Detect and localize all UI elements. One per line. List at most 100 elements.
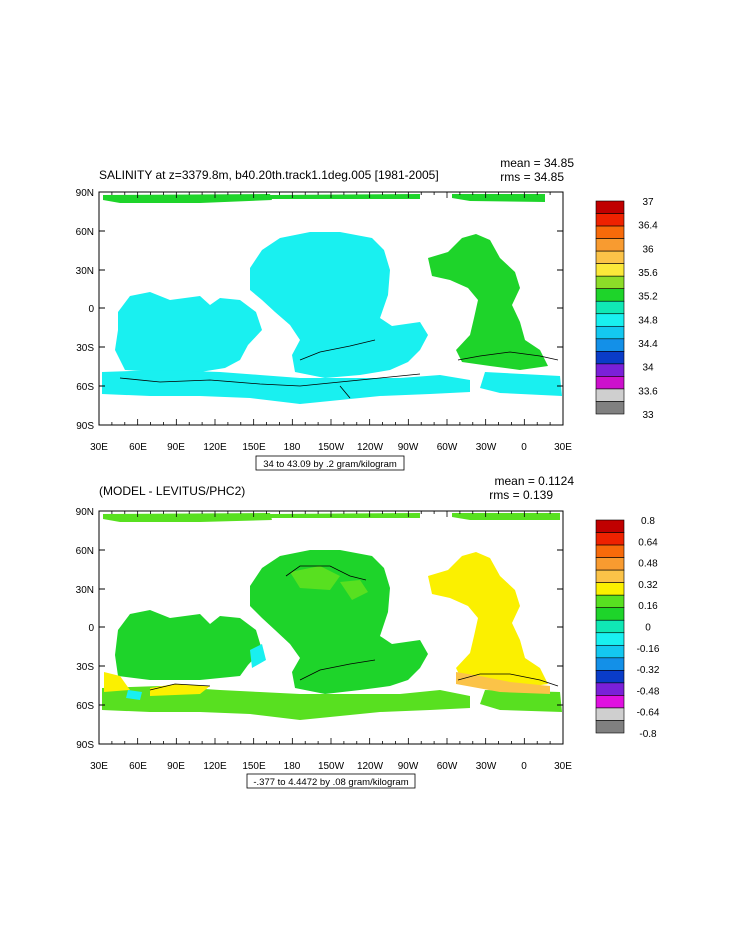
colorbar-swatch xyxy=(595,288,625,302)
colorbar-swatch xyxy=(595,519,625,533)
lon-label: 30W xyxy=(476,761,497,772)
colorbar-label: 34 xyxy=(642,363,654,374)
colorbar-label: 36 xyxy=(642,244,654,255)
colorbar-label: 0.48 xyxy=(638,559,658,570)
colorbar-label: 0.32 xyxy=(638,580,658,591)
colorbar-label: 35.6 xyxy=(638,268,658,279)
lon-axis: 30E 60E 90E 120E 150E 180 150W 120W 90W … xyxy=(90,192,572,453)
colorbar-swatch xyxy=(595,532,625,546)
colorbar-swatch xyxy=(595,200,625,214)
rms-stat: rms = 34.85 xyxy=(500,170,564,184)
lon-label: 90W xyxy=(398,442,419,453)
lat-label: 60S xyxy=(76,382,94,393)
lon-label: 90E xyxy=(167,761,185,772)
colorbar-label: 0.8 xyxy=(641,516,655,527)
colorbar-swatch xyxy=(595,670,625,684)
colorbar-swatch xyxy=(595,325,625,340)
colorbar-swatch xyxy=(595,263,625,277)
colorbar-label: 34.8 xyxy=(638,315,658,326)
colorbar-swatch xyxy=(595,225,625,239)
lon-label: 60E xyxy=(129,761,147,772)
lon-label: 0 xyxy=(521,761,527,772)
lat-label: 60S xyxy=(76,701,94,712)
ocean-field-atlantic xyxy=(428,234,548,370)
colorbar-swatch xyxy=(595,388,625,402)
lat-label: 30N xyxy=(76,585,94,596)
ocean-field-pacific xyxy=(250,232,428,378)
colorbar-swatch xyxy=(595,363,625,377)
lon-label: 60W xyxy=(437,442,458,453)
colorbar-label: 33 xyxy=(642,410,654,421)
lon-label: 120E xyxy=(203,442,227,453)
lon-label: 30E xyxy=(554,442,572,453)
lon-label: 120E xyxy=(203,761,227,772)
lon-label: 60W xyxy=(437,761,458,772)
colorbar-swatch xyxy=(595,632,625,646)
map-plot xyxy=(98,510,564,745)
rms-stat: rms = 0.139 xyxy=(489,488,553,502)
colorbar-swatch xyxy=(595,657,625,671)
colorbar-swatch xyxy=(595,238,625,252)
colorbar: 0.8 0.64 0.48 0.32 0.16 0 -0.16 -0.32 -0.48 -0.64… xyxy=(595,516,660,740)
ocean-field-atlantic xyxy=(428,552,548,688)
colorbar-swatch xyxy=(595,544,625,558)
lon-label: 180 xyxy=(284,442,301,453)
colorbar-swatch xyxy=(595,351,625,365)
colorbar-swatch xyxy=(595,644,625,659)
colorbar-swatch xyxy=(595,300,625,315)
lon-label: 30E xyxy=(554,761,572,772)
lon-label: 120W xyxy=(357,442,384,453)
lat-label: 90S xyxy=(76,740,94,751)
colorbar-swatch xyxy=(595,213,625,227)
lat-label: 0 xyxy=(88,623,94,634)
colorbar-swatch xyxy=(595,569,625,583)
lon-label: 90E xyxy=(167,442,185,453)
mean-stat: mean = 0.1124 xyxy=(494,474,574,488)
colorbar-label: -0.32 xyxy=(637,665,660,676)
colorbar-label: 0.16 xyxy=(638,601,658,612)
mean-stat: mean = 34.85 xyxy=(500,156,574,170)
lat-axis: 90N 60N 30N 0 30S 60S 90S xyxy=(76,188,563,432)
lon-label: 0 xyxy=(521,442,527,453)
colorbar-label: -0.64 xyxy=(637,708,660,719)
lon-label: 30E xyxy=(90,442,108,453)
lat-label: 90N xyxy=(76,188,94,199)
ocean-field-indian xyxy=(115,610,262,680)
colorbar-label: -0.16 xyxy=(637,644,660,655)
lat-axis: 90N 60N 30N 0 30S 60S 90S xyxy=(76,507,563,751)
lon-label: 150W xyxy=(318,761,345,772)
panel-salinity: SALINITY at z=3379.8m, b40.20th.track1.1… xyxy=(76,156,658,471)
colorbar-swatch xyxy=(595,582,625,596)
ocean-field-indian xyxy=(115,292,262,372)
colorbar-swatch xyxy=(595,313,625,327)
panel-title: SALINITY at z=3379.8m, b40.20th.track1.1… xyxy=(99,168,439,182)
colorbar-swatch xyxy=(595,619,625,634)
colorbar-swatch xyxy=(595,695,625,709)
lon-label: 150W xyxy=(318,442,345,453)
lon-axis: 30E 60E 90E 120E 150E 180 150W 120W 90W … xyxy=(90,511,572,772)
colorbar-label: 33.6 xyxy=(638,386,658,397)
colorbar-swatch xyxy=(595,376,625,390)
map-plot xyxy=(98,191,564,426)
lat-label: 30N xyxy=(76,266,94,277)
colorbar-label: 34.4 xyxy=(638,339,658,350)
lat-label: 90N xyxy=(76,507,94,518)
colorbar-label: 0.64 xyxy=(638,537,658,548)
range-label: -.377 to 4.4472 by .08 gram/kilogram xyxy=(253,777,408,788)
panel-title: (MODEL - LEVITUS/PHC2) xyxy=(99,484,245,498)
colorbar-swatch xyxy=(595,594,625,609)
lon-label: 180 xyxy=(284,761,301,772)
colorbar-swatch xyxy=(595,720,625,734)
range-label: 34 to 43.09 by .2 gram/kilogram xyxy=(263,459,397,470)
colorbar-label: 37 xyxy=(642,197,654,208)
ocean-field-southern xyxy=(102,686,470,720)
lon-label: 120W xyxy=(357,761,384,772)
colorbar-label: -0.8 xyxy=(639,729,657,740)
colorbar-swatch xyxy=(595,682,625,696)
lon-label: 60E xyxy=(129,442,147,453)
lon-label: 150E xyxy=(242,761,266,772)
colorbar-swatch xyxy=(595,607,625,621)
colorbar-swatch xyxy=(595,250,625,264)
colorbar-swatch xyxy=(595,707,625,721)
